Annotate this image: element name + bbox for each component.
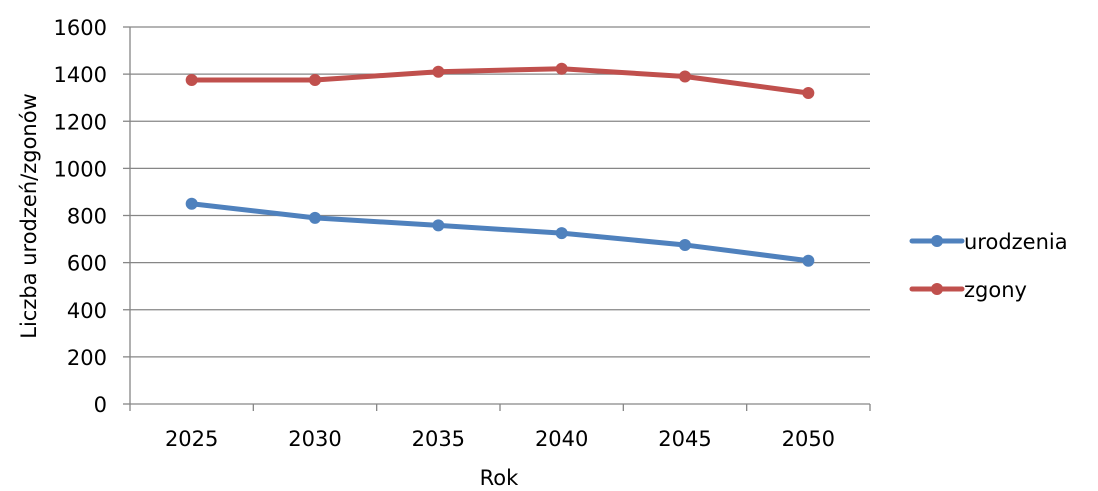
- y-axis-title: Liczba urodzeń/zgonów: [17, 93, 41, 339]
- series-line: [189, 66, 811, 96]
- x-tick-label: 2035: [412, 427, 465, 451]
- series-line: [189, 201, 811, 264]
- legend-item-urodzenia: urodzenia: [909, 230, 1068, 254]
- legend-marker: [931, 235, 943, 247]
- x-tick-label: 2040: [535, 427, 588, 451]
- legend-label: urodzenia: [964, 230, 1068, 254]
- x-tick-label: 2050: [782, 427, 835, 451]
- legend: urodzenia zgony: [909, 230, 1068, 302]
- data-point: [802, 86, 815, 99]
- y-tick-label: 400: [67, 299, 107, 323]
- x-tick-label: 2045: [658, 427, 711, 451]
- data-point: [185, 74, 198, 87]
- data-point: [432, 219, 445, 232]
- y-tick-label: 0: [94, 393, 107, 417]
- y-tick-label: 1000: [54, 157, 107, 181]
- data-point: [555, 62, 568, 75]
- data-point: [802, 254, 815, 267]
- legend-item-zgony: zgony: [909, 278, 1027, 302]
- x-tick-label: 2025: [165, 427, 218, 451]
- y-tick-label: 1200: [54, 110, 107, 134]
- y-tick-label: 1600: [54, 16, 107, 40]
- series-zgony: [185, 62, 815, 99]
- y-tick-label: 800: [67, 205, 107, 229]
- axes: [129, 27, 871, 411]
- y-tick-label: 1400: [54, 63, 107, 87]
- legend-marker: [931, 283, 943, 295]
- legend-label: zgony: [964, 278, 1027, 302]
- y-tick-labels: 0 200 400 600 800 1000 1200 1400 1600: [54, 16, 107, 417]
- series-layer: [185, 62, 815, 267]
- data-point: [309, 74, 321, 87]
- data-point: [185, 197, 198, 210]
- data-point: [309, 211, 321, 224]
- x-tick-labels: 2025 2030 2035 2040 2045 2050: [165, 427, 835, 451]
- data-point: [679, 70, 691, 83]
- gridlines: [123, 26, 870, 405]
- y-tick-label: 600: [67, 252, 107, 276]
- data-point: [679, 238, 691, 251]
- data-point: [432, 65, 445, 78]
- x-axis-title: Rok: [480, 466, 519, 490]
- data-point: [555, 227, 568, 240]
- y-tick-label: 200: [67, 346, 107, 370]
- x-tick-label: 2030: [288, 427, 341, 451]
- series-urodzenia: [185, 197, 815, 267]
